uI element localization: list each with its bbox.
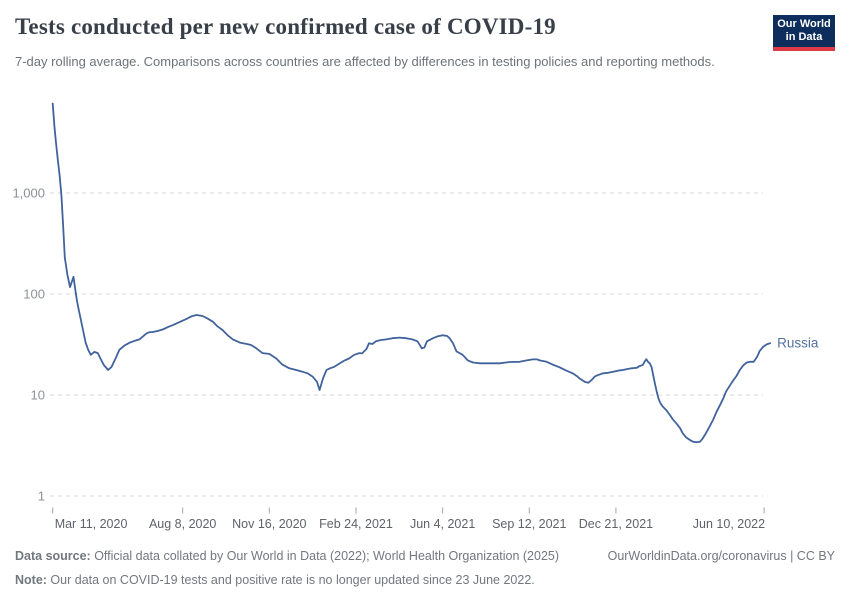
note-line: Note: Our data on COVID-19 tests and pos… bbox=[15, 572, 835, 589]
x-axis-label: Jun 4, 2021 bbox=[410, 517, 475, 531]
y-axis-label: 10 bbox=[31, 388, 45, 403]
note-text: Our data on COVID-19 tests and positive … bbox=[46, 572, 535, 587]
x-axis-label: Nov 16, 2020 bbox=[232, 517, 306, 531]
series-label-russia[interactable]: Russia bbox=[777, 336, 819, 351]
data-source-text: Official data collated by Our World in D… bbox=[90, 549, 560, 563]
data-source-line: Data source: Official data collated by O… bbox=[15, 548, 835, 565]
owid-logo[interactable]: Our World in Data bbox=[773, 15, 835, 51]
x-axis-label: Mar 11, 2020 bbox=[55, 517, 128, 531]
data-source-label: Data source: bbox=[15, 549, 91, 563]
owid-logo-line2: in Data bbox=[785, 31, 823, 43]
attribution-link[interactable]: OurWorldinData.org/coronavirus | CC BY bbox=[607, 549, 835, 563]
chart-title: Tests conducted per new confirmed case o… bbox=[15, 14, 556, 39]
x-axis-label: Aug 8, 2020 bbox=[149, 517, 216, 531]
x-axis-label: Jun 10, 2022 bbox=[693, 517, 765, 531]
x-axis-label: Feb 24, 2021 bbox=[319, 517, 393, 531]
note-label: Note: bbox=[15, 572, 47, 587]
y-axis-label: 100 bbox=[23, 287, 45, 302]
x-axis-label: Sep 12, 2021 bbox=[492, 517, 566, 531]
chart-footer: Data source: Official data collated by O… bbox=[15, 548, 835, 589]
owid-logo-line1: Our World bbox=[777, 18, 831, 30]
x-axis-label: Dec 21, 2021 bbox=[579, 517, 653, 531]
series-line-russia[interactable] bbox=[51, 102, 772, 444]
y-axis-label: 1 bbox=[38, 489, 45, 504]
y-axis-label: 1,000 bbox=[12, 186, 45, 201]
chart-subtitle: 7-day rolling average. Comparisons acros… bbox=[15, 54, 715, 69]
